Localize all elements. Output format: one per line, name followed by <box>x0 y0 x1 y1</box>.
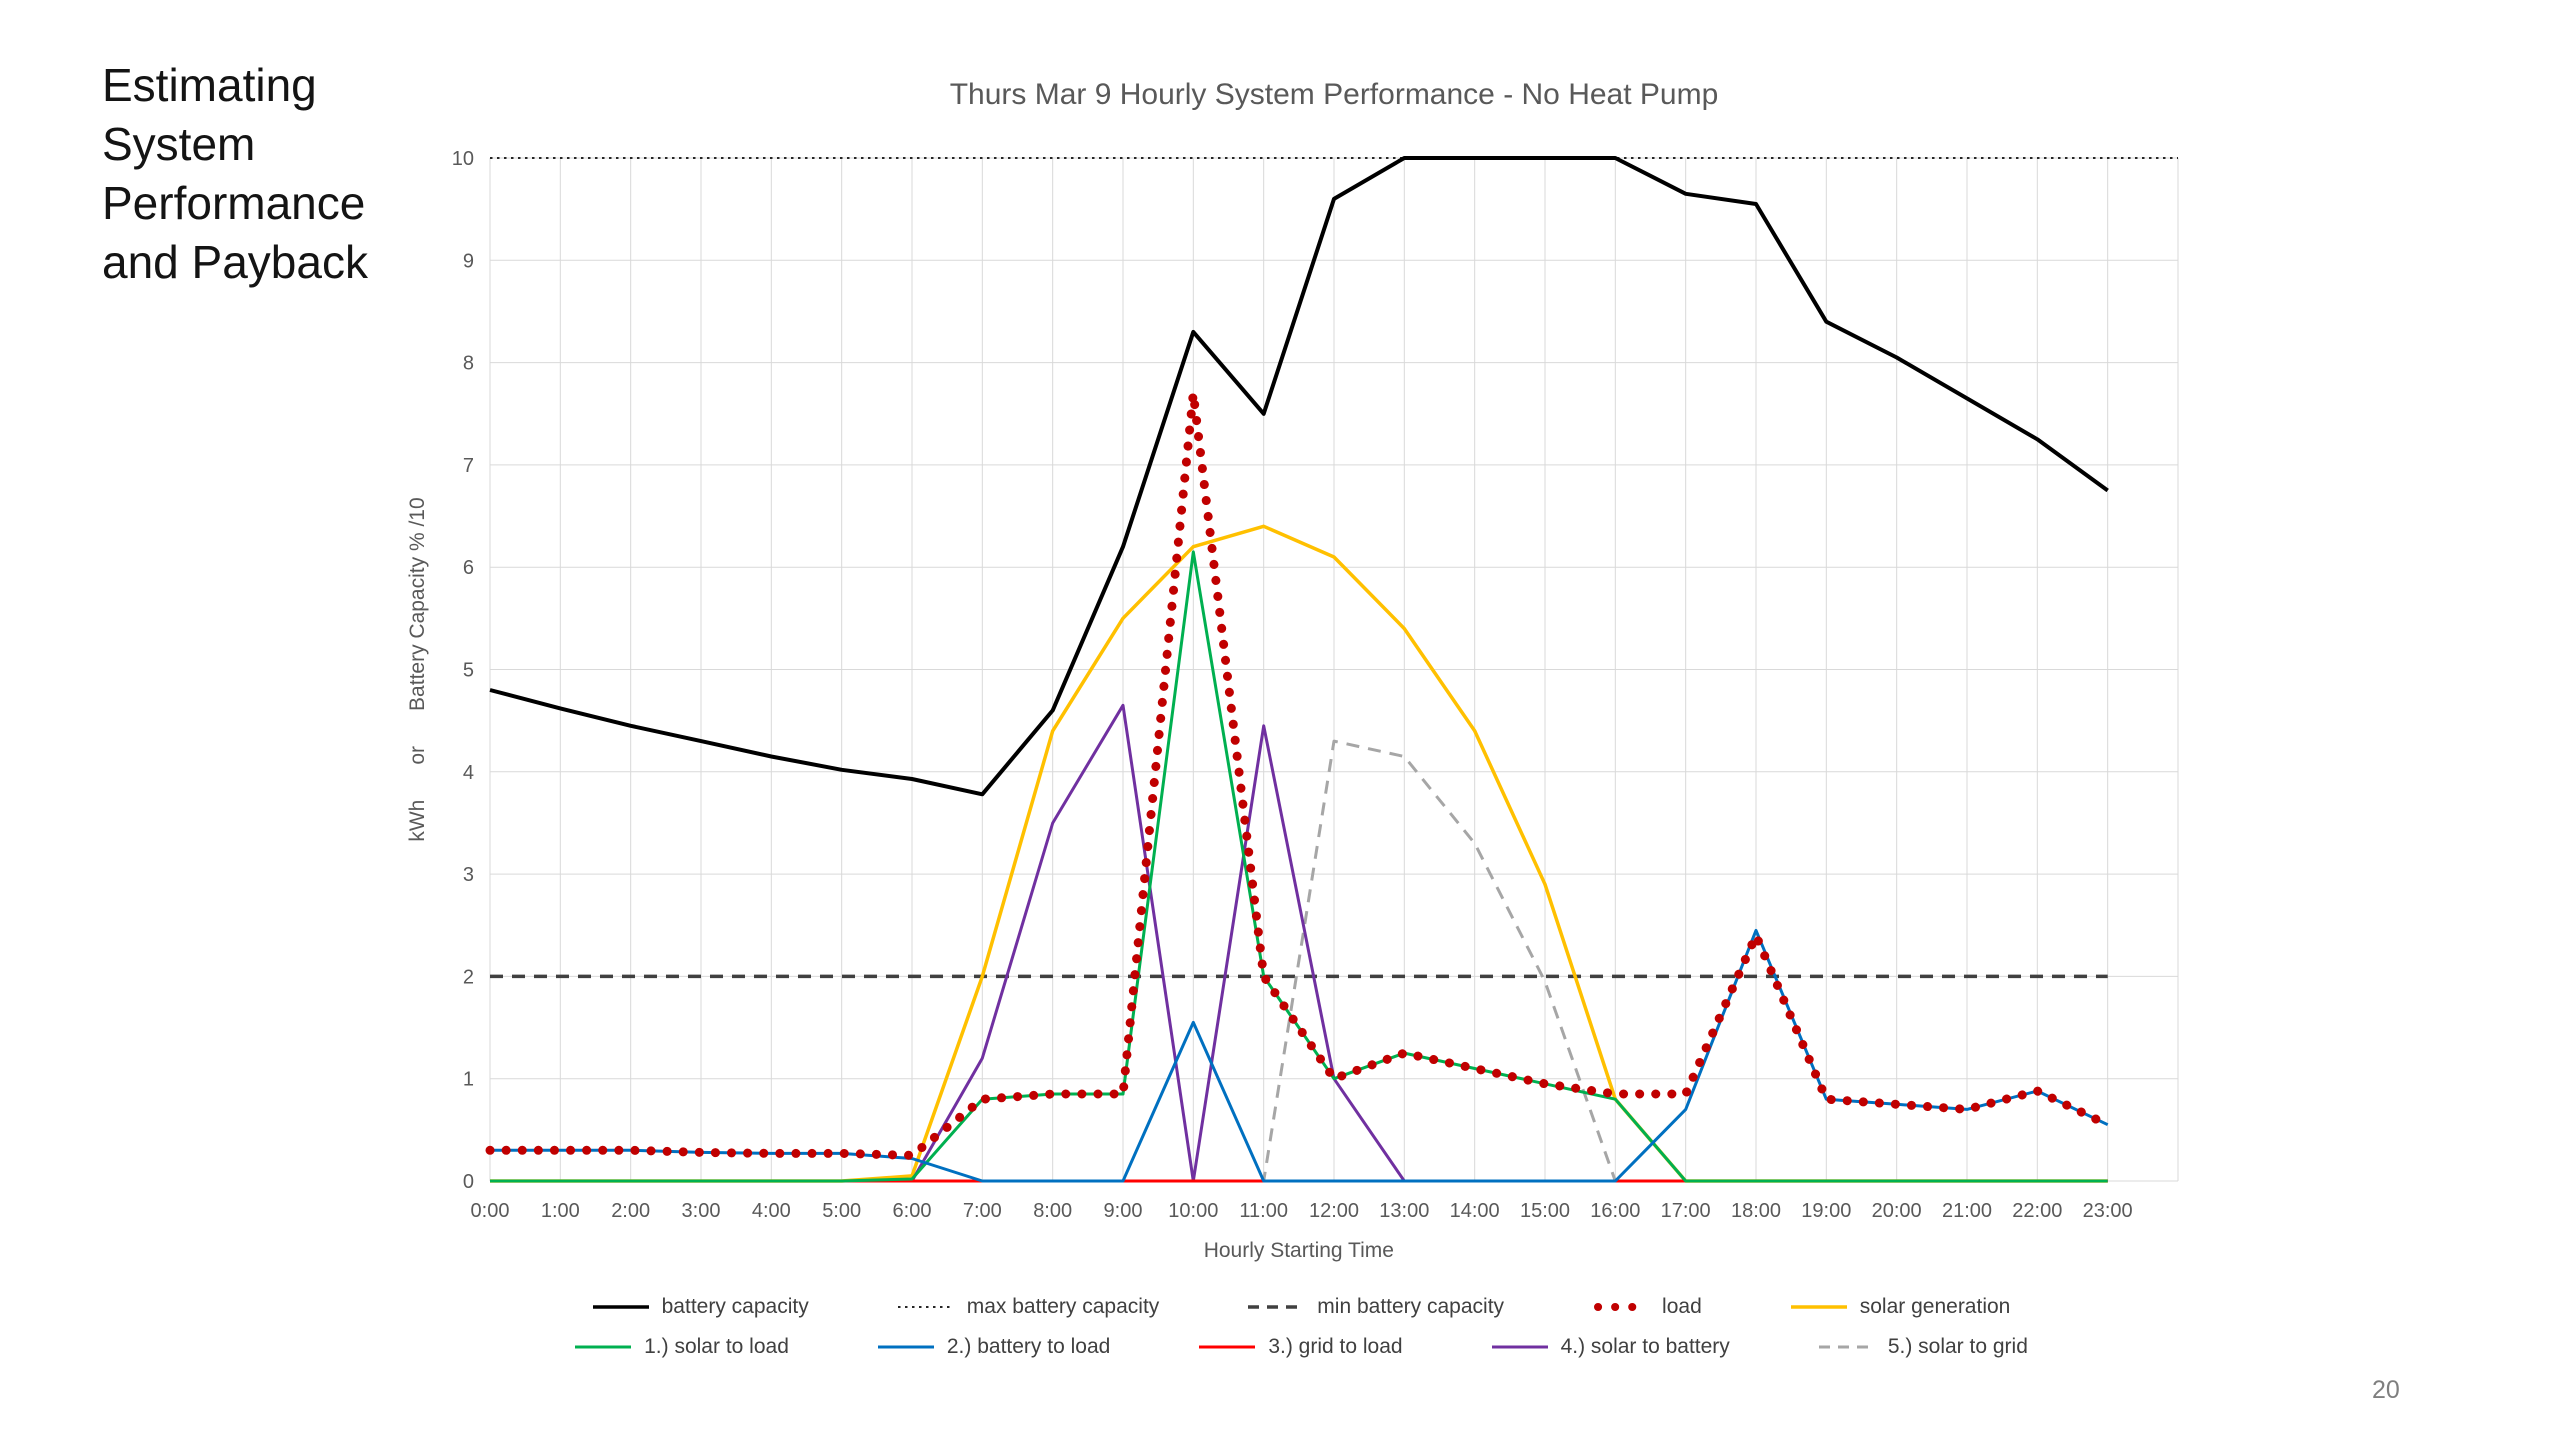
y-tick-label: 0 <box>463 1171 474 1193</box>
legend-item-battery-capacity: battery capacity <box>590 1295 809 1319</box>
slide-title-line: Estimating <box>102 59 317 111</box>
x-tick-label: 7:00 <box>963 1200 1002 1222</box>
legend-label: 2.) battery to load <box>946 1335 1111 1358</box>
x-tick-label: 17:00 <box>1661 1200 1711 1222</box>
legend-swatch-5-solar-to-grid <box>1818 1345 1875 1349</box>
chart-title: Thurs Mar 9 Hourly System Performance - … <box>950 78 1719 111</box>
y-tick-label: 3 <box>463 864 474 886</box>
x-axis-title: Hourly Starting Time <box>1204 1239 1394 1262</box>
legend-swatch-solar-generation <box>1790 1305 1847 1309</box>
x-tick-label: 6:00 <box>893 1200 932 1222</box>
y-axis-title: kWh or Battery Capacity % /10 <box>406 497 429 841</box>
x-tick-label: 13:00 <box>1379 1200 1429 1222</box>
performance-chart: 0 1 2 3 4 5 6 7 8 9 10 0:00 1:00 2:00 3:00 4:00 5:00 6:00… <box>380 60 2220 1359</box>
legend-row: battery capacity max battery capacity min … <box>590 1295 2011 1319</box>
legend-swatch-3-grid-to-load <box>1199 1345 1256 1349</box>
legend-swatch-max-battery-capacity <box>897 1306 954 1308</box>
series-5-solar-to-grid <box>490 739 2108 1183</box>
legend-item-3-grid-to-load: 3.) grid to load <box>1196 1335 1403 1359</box>
series-1-solar-to-load <box>490 550 2108 1183</box>
x-tick-label: 20:00 <box>1872 1200 1922 1222</box>
legend-row: 1.) solar to load 2.) battery to load 3.) … <box>572 1335 2028 1359</box>
y-tick-label: 6 <box>463 557 474 579</box>
x-tick-label: 3:00 <box>682 1200 721 1222</box>
y-tick-label: 1 <box>463 1069 474 1091</box>
series-battery-capacity <box>489 156 2109 797</box>
slide-title: Estimating System Performance and Paybac… <box>102 56 368 292</box>
legend-label: battery capacity <box>661 1295 809 1318</box>
legend-label: load <box>1662 1295 1702 1318</box>
x-tick-label: 9:00 <box>1104 1200 1143 1222</box>
x-tick-label: 2:00 <box>611 1200 650 1222</box>
legend-item-load: load <box>1590 1295 1702 1319</box>
legend-label: 3.) grid to load <box>1268 1335 1403 1358</box>
x-tick-label: 23:00 <box>2083 1200 2133 1222</box>
x-tick-label: 18:00 <box>1731 1200 1781 1222</box>
legend-swatch-load <box>1594 1303 1653 1311</box>
y-tick-label: 4 <box>463 762 474 784</box>
x-tick-label: 10:00 <box>1168 1200 1218 1222</box>
x-tick-label: 5:00 <box>822 1200 861 1222</box>
x-tick-label: 15:00 <box>1520 1200 1570 1222</box>
y-tick-label: 2 <box>463 966 474 988</box>
x-tick-label: 22:00 <box>2012 1200 2062 1222</box>
slide-title-line: Performance <box>102 176 366 229</box>
legend-item-1-solar-to-load: 1.) solar to load <box>572 1335 789 1359</box>
x-tick-label: 14:00 <box>1450 1200 1500 1222</box>
slide-title-line: System <box>102 117 256 170</box>
x-tick-label: 8:00 <box>1033 1200 1072 1222</box>
legend-item-4-solar-to-battery: 4.) solar to battery <box>1489 1335 1730 1359</box>
x-tick-label: 4:00 <box>752 1200 791 1222</box>
legend-swatch-min-battery-capacity <box>1248 1305 1305 1309</box>
x-tick-label: 21:00 <box>1942 1200 1992 1222</box>
series-solar-generation <box>490 524 2108 1183</box>
chart-canvas: 0 1 2 3 4 5 6 7 8 9 10 0:00 1:00 2:00 3:00 4:00 5:00 6:00… <box>406 78 2179 1262</box>
legend-label: 4.) solar to battery <box>1560 1335 1730 1358</box>
legend-label: max battery capacity <box>966 1295 1160 1318</box>
x-tick-label: 12:00 <box>1309 1200 1359 1222</box>
legend-item-min-battery-capacity: min battery capacity <box>1245 1295 1504 1319</box>
series-4-solar-to-battery <box>490 703 2108 1183</box>
legend-item-5-solar-to-grid: 5.) solar to grid <box>1816 1335 2028 1359</box>
legend-swatch-battery-capacity <box>592 1305 649 1309</box>
legend-label: min battery capacity <box>1317 1295 1505 1318</box>
y-tick-label: 5 <box>463 660 474 682</box>
legend-item-max-battery-capacity: max battery capacity <box>895 1295 1160 1319</box>
series-2-battery-to-load <box>490 928 2109 1183</box>
page-number: 20 <box>2372 1376 2400 1404</box>
legend-label: 5.) solar to grid <box>1887 1335 2028 1358</box>
y-tick-label: 7 <box>463 455 474 477</box>
x-tick-label: 11:00 <box>1239 1200 1288 1222</box>
legend-swatch-2-battery-to-load <box>877 1345 934 1349</box>
y-tick-label: 9 <box>463 250 474 272</box>
y-tick-label: 10 <box>452 148 474 170</box>
legend-swatch-1-solar-to-load <box>575 1345 632 1349</box>
slide-title-line: and Payback <box>102 235 368 288</box>
x-tick-label: 19:00 <box>1801 1200 1851 1222</box>
legend-item-2-battery-to-load: 2.) battery to load <box>875 1335 1110 1359</box>
chart-legend: battery capacity max battery capacity min … <box>380 1295 2220 1359</box>
series-load <box>485 388 2113 1160</box>
y-tick-label: 8 <box>463 353 474 375</box>
x-tick-label: 1:00 <box>541 1200 580 1222</box>
x-tick-label: 0:00 <box>471 1200 510 1222</box>
legend-item-solar-generation: solar generation <box>1788 1295 2011 1319</box>
legend-label: 1.) solar to load <box>644 1335 789 1358</box>
x-tick-label: 16:00 <box>1590 1200 1640 1222</box>
legend-label: solar generation <box>1859 1295 2011 1318</box>
legend-swatch-4-solar-to-battery <box>1491 1345 1548 1349</box>
